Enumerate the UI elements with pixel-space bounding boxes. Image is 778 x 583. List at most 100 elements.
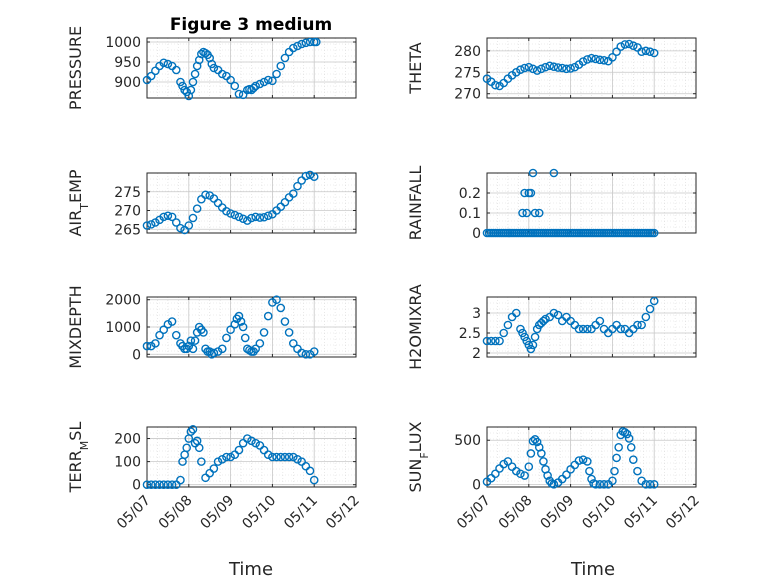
data-point [645, 47, 655, 57]
data-point [259, 445, 269, 455]
data-point [171, 65, 181, 75]
data-point [530, 208, 540, 218]
figure-title: Figure 3 medium [170, 15, 332, 35]
data-point [649, 480, 659, 489]
data-point [188, 77, 198, 87]
data-point [610, 466, 619, 476]
data-point [591, 54, 600, 64]
series-markers [142, 37, 321, 101]
y-tick-label: 275 [114, 185, 141, 201]
data-point [545, 61, 555, 71]
data-point [301, 349, 311, 359]
data-point [297, 457, 306, 466]
subplot-row3-left: 0 1000 2000 MIXDEPTH [66, 285, 357, 369]
data-point [516, 469, 525, 479]
data-point [301, 461, 311, 471]
data-point [566, 64, 575, 73]
data-point [578, 324, 588, 334]
data-point [616, 42, 626, 51]
y-tick-label: 0.1 [459, 206, 481, 222]
data-point [305, 466, 315, 476]
data-point [151, 339, 160, 348]
y-tick-label: 2000 [105, 293, 141, 309]
data-point [637, 47, 646, 57]
data-point [495, 336, 504, 346]
data-point [167, 480, 177, 489]
data-point [553, 63, 563, 72]
data-point [486, 336, 496, 346]
data-point [213, 457, 223, 466]
data-point [553, 310, 563, 320]
data-point [612, 453, 621, 463]
data-point [511, 308, 521, 318]
data-point [482, 336, 492, 346]
data-point [288, 452, 298, 462]
y-axis-label: TERRMSL [66, 422, 91, 494]
y-tick-label: 280 [454, 44, 481, 60]
data-point [238, 438, 248, 448]
data-point [491, 336, 500, 346]
data-point [532, 437, 542, 447]
data-point [526, 188, 536, 198]
y-tick-label: 900 [114, 75, 141, 91]
data-point [163, 59, 173, 69]
axes-box [486, 296, 697, 358]
data-point [649, 228, 659, 238]
data-point [243, 434, 252, 443]
data-point [518, 208, 527, 218]
data-point [247, 213, 256, 223]
data-point [184, 221, 194, 230]
series-markers [482, 296, 659, 354]
subplot-row2-left: 265 270 275 AIRTEMP [66, 169, 357, 238]
data-point [268, 452, 277, 462]
data-point [182, 443, 192, 453]
data-point [222, 206, 231, 216]
y-tick-label: 500 [454, 433, 481, 449]
data-point [284, 328, 294, 337]
data-point [151, 480, 160, 489]
data-point [524, 62, 534, 72]
data-point [146, 71, 156, 81]
data-point [583, 457, 592, 466]
data-point [284, 452, 294, 462]
data-point [280, 317, 290, 326]
data-point [176, 475, 185, 485]
data-point [276, 61, 286, 71]
data-point [201, 190, 210, 200]
data-point [259, 77, 269, 87]
data-point [171, 480, 181, 489]
data-point [186, 336, 196, 345]
data-point [595, 480, 605, 489]
data-point [236, 317, 246, 326]
data-point [524, 462, 534, 472]
data-point [259, 328, 269, 337]
data-point [520, 63, 529, 73]
data-point [155, 480, 164, 489]
data-point [167, 212, 177, 222]
data-point [539, 457, 548, 466]
data-point [649, 296, 659, 306]
data-point [614, 442, 623, 452]
data-point [163, 480, 173, 489]
y-tick-label: 1000 [105, 35, 141, 51]
data-point [186, 427, 196, 436]
data-point [599, 55, 609, 65]
data-point [180, 85, 189, 95]
data-point [528, 64, 538, 74]
data-point [230, 81, 240, 91]
data-point [217, 455, 227, 464]
data-point [272, 452, 281, 462]
data-point [167, 317, 177, 326]
data-point [557, 63, 567, 73]
data-point [142, 221, 152, 230]
data-point [622, 429, 632, 439]
data-point [272, 295, 281, 305]
data-point [263, 311, 273, 321]
data-point [186, 85, 196, 95]
data-point [591, 480, 600, 489]
data-point [288, 339, 298, 348]
data-point [526, 449, 536, 458]
data-point [293, 41, 302, 51]
data-point [595, 55, 605, 65]
data-point [595, 316, 605, 326]
